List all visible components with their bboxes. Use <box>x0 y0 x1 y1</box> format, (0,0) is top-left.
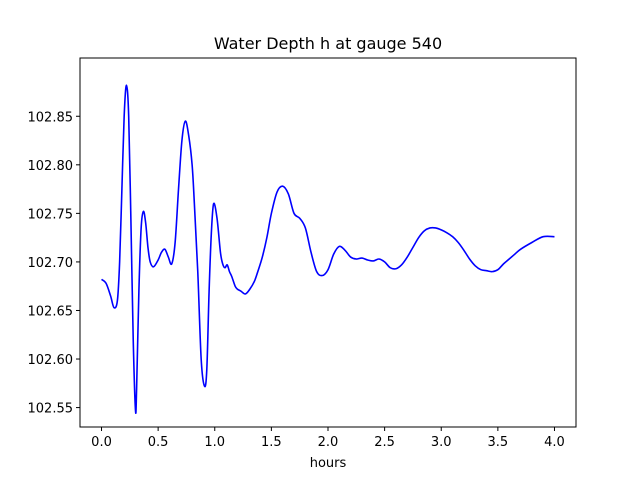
plot-frame <box>79 57 577 428</box>
y-tick-label: 102.80 <box>28 159 74 174</box>
x-tick-label: 4.0 <box>544 435 565 450</box>
y-tick-label: 102.70 <box>28 256 74 271</box>
y-tick-label: 102.55 <box>28 402 74 417</box>
x-tick-label: 0.0 <box>91 435 112 450</box>
x-tick-label: 3.5 <box>488 435 509 450</box>
y-tick-label: 102.60 <box>28 353 74 368</box>
x-tick-label: 2.0 <box>318 435 339 450</box>
x-tick-label: 1.5 <box>261 435 282 450</box>
chart-title: Water Depth h at gauge 540 <box>214 34 442 53</box>
x-tick-label: 1.0 <box>204 435 225 450</box>
x-tick-label: 2.5 <box>374 435 395 450</box>
y-axis-ticks: 102.55 102.60 102.65 102.70 102.75 102.80 102.… <box>28 110 80 417</box>
plot-area <box>80 58 576 427</box>
y-tick-label: 102.85 <box>28 110 74 125</box>
series-line <box>100 84 555 415</box>
x-tick-label: 3.0 <box>431 435 452 450</box>
x-tick-label: 0.5 <box>148 435 169 450</box>
y-tick-label: 102.75 <box>28 207 74 222</box>
x-axis-ticks: 0.0 0.5 1.0 1.5 2.0 2.5 3.0 3.5 4.0 <box>91 427 565 450</box>
y-tick-label: 102.65 <box>28 304 74 319</box>
x-axis-label: hours <box>310 456 347 471</box>
